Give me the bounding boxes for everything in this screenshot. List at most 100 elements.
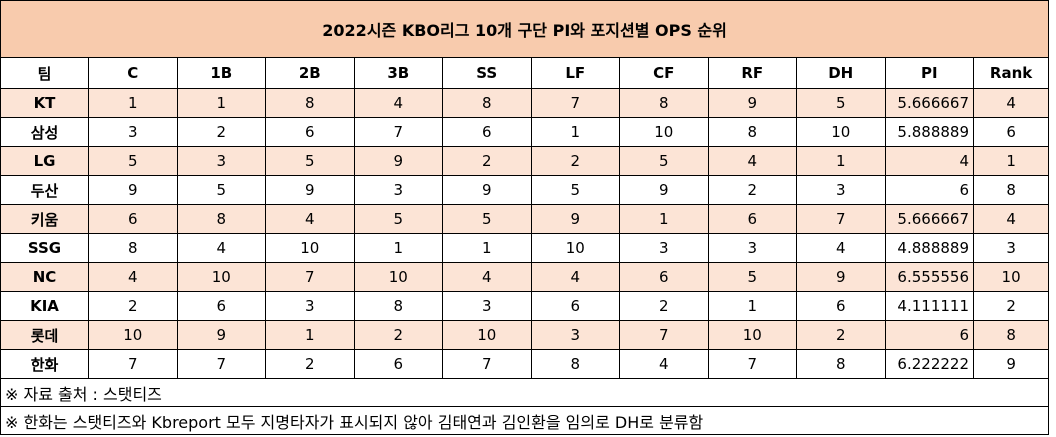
table-row: 키움 6 8 4 5 5 9 1 6 7 5.666667 4 <box>0 204 1050 234</box>
value-cell: 10 <box>353 262 443 292</box>
value-cell: 4 <box>972 88 1050 118</box>
value-cell: 3 <box>530 320 620 350</box>
value-cell: 6 <box>353 349 443 379</box>
value-cell: 3 <box>265 291 355 321</box>
value-cell: 10 <box>88 320 178 350</box>
team-cell: KIA <box>0 291 89 321</box>
value-cell: 7 <box>265 262 355 292</box>
value-cell: 4 <box>353 88 443 118</box>
value-cell: 1 <box>972 146 1050 176</box>
header-cell: C <box>88 57 178 89</box>
value-cell: 3 <box>88 117 178 147</box>
value-cell: 9 <box>353 146 443 176</box>
value-cell: 10 <box>442 320 532 350</box>
header-cell: Rank <box>972 57 1050 89</box>
value-cell: 7 <box>176 349 266 379</box>
value-cell: 6 <box>796 291 886 321</box>
team-cell: SSG <box>0 233 89 263</box>
value-cell: 4.888889 <box>884 233 974 263</box>
header-cell: SS <box>442 57 532 89</box>
value-cell: 2 <box>796 320 886 350</box>
value-cell: 4 <box>265 204 355 234</box>
value-cell: 8 <box>972 175 1050 205</box>
value-cell: 10 <box>796 117 886 147</box>
value-cell: 3 <box>707 233 797 263</box>
header-cell: 3B <box>353 57 443 89</box>
header-cell: LF <box>530 57 620 89</box>
value-cell: 7 <box>619 320 709 350</box>
value-cell: 3 <box>796 175 886 205</box>
value-cell: 4 <box>796 233 886 263</box>
value-cell: 6 <box>619 262 709 292</box>
table-row: SSG 8 4 10 1 1 10 3 3 4 4.888889 3 <box>0 233 1050 263</box>
value-cell: 5 <box>265 146 355 176</box>
value-cell: 2 <box>442 146 532 176</box>
value-cell: 5 <box>707 262 797 292</box>
value-cell: 5 <box>442 204 532 234</box>
value-cell: 9 <box>619 175 709 205</box>
value-cell: 1 <box>530 117 620 147</box>
value-cell: 6 <box>884 175 974 205</box>
value-cell: 6 <box>530 291 620 321</box>
value-cell: 8 <box>442 88 532 118</box>
value-cell: 9 <box>796 262 886 292</box>
value-cell: 1 <box>442 233 532 263</box>
team-cell: NC <box>0 262 89 292</box>
value-cell: 4 <box>442 262 532 292</box>
note-row: ※ 자료 출처 : 스탯티즈 <box>0 378 1050 407</box>
note: ※ 한화는 스탯티즈와 Kbreport 모두 지명타자가 표시되지 않아 김태… <box>0 406 1050 435</box>
value-cell: 6 <box>442 117 532 147</box>
table-row: 롯데 10 9 1 2 10 3 7 10 2 6 8 <box>0 320 1050 350</box>
value-cell: 4 <box>619 349 709 379</box>
value-cell: 5 <box>176 175 266 205</box>
value-cell: 7 <box>353 117 443 147</box>
value-cell: 9 <box>265 175 355 205</box>
value-cell: 3 <box>972 233 1050 263</box>
value-cell: 2 <box>707 175 797 205</box>
value-cell: 7 <box>796 204 886 234</box>
value-cell: 7 <box>442 349 532 379</box>
value-cell: 1 <box>707 291 797 321</box>
value-cell: 9 <box>972 349 1050 379</box>
header-cell: PI <box>884 57 974 89</box>
team-cell: 롯데 <box>0 320 89 350</box>
note: ※ 자료 출처 : 스탯티즈 <box>0 378 1050 407</box>
value-cell: 8 <box>530 349 620 379</box>
value-cell: 4 <box>88 262 178 292</box>
value-cell: 3 <box>442 291 532 321</box>
value-cell: 7 <box>530 88 620 118</box>
value-cell: 6 <box>176 291 266 321</box>
value-cell: 6 <box>265 117 355 147</box>
value-cell: 5 <box>353 204 443 234</box>
header-cell: 팀 <box>0 57 89 89</box>
value-cell: 9 <box>88 175 178 205</box>
value-cell: 5.666667 <box>884 204 974 234</box>
value-cell: 1 <box>619 204 709 234</box>
value-cell: 3 <box>176 146 266 176</box>
value-cell: 4 <box>707 146 797 176</box>
team-cell: 삼성 <box>0 117 89 147</box>
value-cell: 8 <box>176 204 266 234</box>
value-cell: 4 <box>884 146 974 176</box>
value-cell: 2 <box>176 117 266 147</box>
table-row: KIA 2 6 3 8 3 6 2 1 6 4.111111 2 <box>0 291 1050 321</box>
value-cell: 2 <box>88 291 178 321</box>
value-cell: 6 <box>88 204 178 234</box>
value-cell: 4 <box>530 262 620 292</box>
title-row: 2022시즌 KBO리그 10개 구단 PI와 포지션별 OPS 순위 <box>0 0 1050 58</box>
team-cell: 한화 <box>0 349 89 379</box>
value-cell: 8 <box>265 88 355 118</box>
value-cell: 1 <box>796 146 886 176</box>
value-cell: 8 <box>707 117 797 147</box>
value-cell: 10 <box>265 233 355 263</box>
value-cell: 6 <box>884 320 974 350</box>
header-cell: CF <box>619 57 709 89</box>
value-cell: 1 <box>88 88 178 118</box>
value-cell: 8 <box>619 88 709 118</box>
value-cell: 9 <box>530 204 620 234</box>
team-cell: LG <box>0 146 89 176</box>
note-row: ※ 한화는 스탯티즈와 Kbreport 모두 지명타자가 표시되지 않아 김태… <box>0 406 1050 435</box>
